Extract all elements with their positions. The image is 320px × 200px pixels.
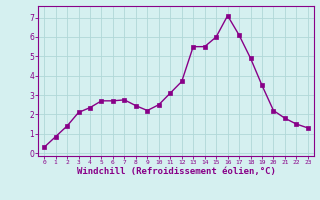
X-axis label: Windchill (Refroidissement éolien,°C): Windchill (Refroidissement éolien,°C) [76, 167, 276, 176]
